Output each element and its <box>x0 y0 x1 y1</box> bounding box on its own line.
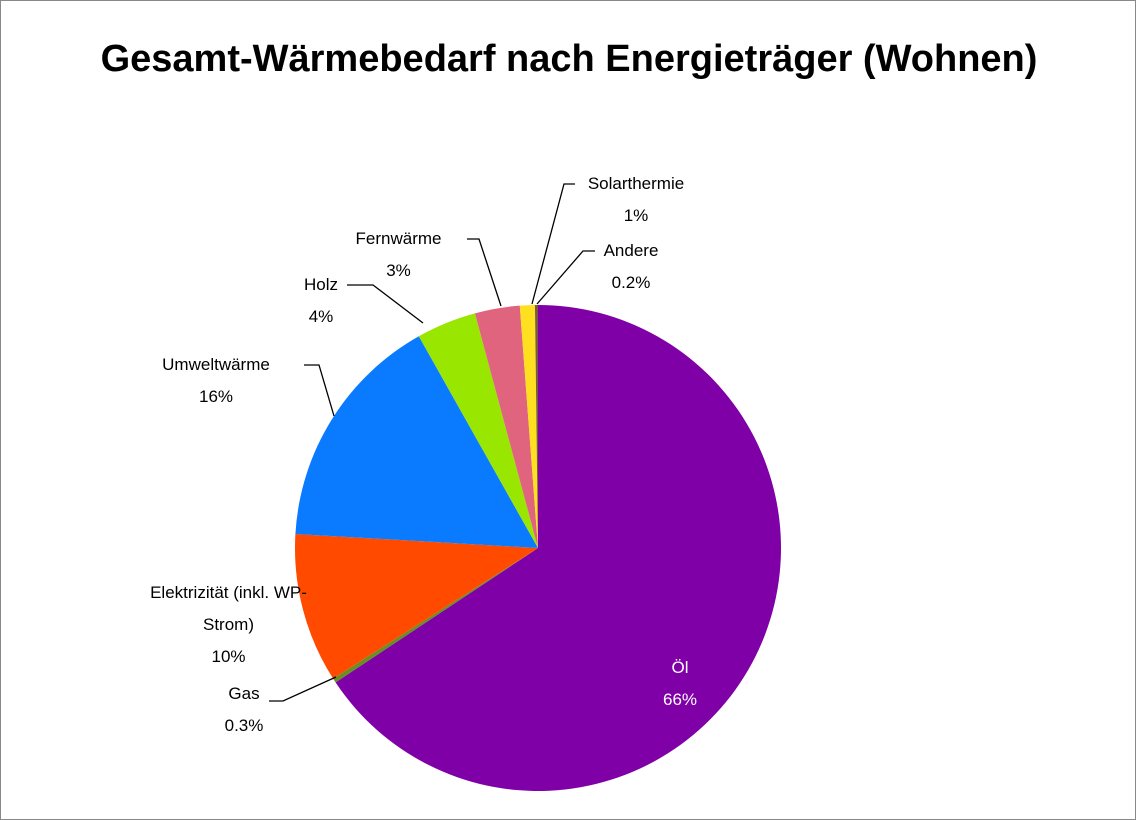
pie-slice <box>418 313 538 548</box>
label-name: Umweltwärme <box>162 355 270 374</box>
leader-line <box>467 238 502 307</box>
data-label: Fernwärme 3% <box>331 223 466 287</box>
label-value: 4% <box>308 307 334 326</box>
leader-line <box>536 250 595 305</box>
label-name: Gas <box>228 684 260 703</box>
label-value: 0.2% <box>611 273 651 292</box>
leader-line <box>347 284 424 324</box>
data-label: Andere 0.2% <box>581 235 681 299</box>
pie-slice <box>335 305 781 791</box>
data-label: Elektrizität (inkl. WP-Strom) 10% <box>131 577 326 673</box>
pie-slice <box>333 548 538 683</box>
label-name: Solarthermie <box>587 174 685 193</box>
pie-slice <box>294 533 538 679</box>
data-label: Gas 0.3% <box>194 678 294 742</box>
data-label: Holz 4% <box>271 269 371 333</box>
label-value: 0.3% <box>224 716 264 735</box>
label-value: 16% <box>198 387 234 406</box>
pie-slice <box>519 305 538 548</box>
leader-line <box>531 183 575 305</box>
pie-slice <box>534 305 538 548</box>
label-value: 10% <box>211 647 246 666</box>
label-name: Andere <box>603 241 659 260</box>
label-name: Elektrizität (inkl. WP-Strom) <box>150 583 307 634</box>
pie-slice <box>295 336 538 548</box>
label-name: Fernwärme <box>355 229 442 248</box>
chart-title: Gesamt-Wärmebedarf nach Energieträger (W… <box>100 38 1038 80</box>
data-label: Solarthermie 1% <box>561 168 711 232</box>
data-label: Öl 66% <box>630 652 730 716</box>
leader-line <box>269 676 337 702</box>
label-value: 66% <box>662 690 698 709</box>
leader-line <box>304 364 335 417</box>
label-value: 3% <box>386 261 411 280</box>
label-name: Holz <box>303 275 338 294</box>
label-value: 1% <box>623 206 649 225</box>
pie-slice <box>474 305 538 548</box>
data-label: Umweltwärme 16% <box>131 349 301 413</box>
label-name: Öl <box>671 658 689 677</box>
